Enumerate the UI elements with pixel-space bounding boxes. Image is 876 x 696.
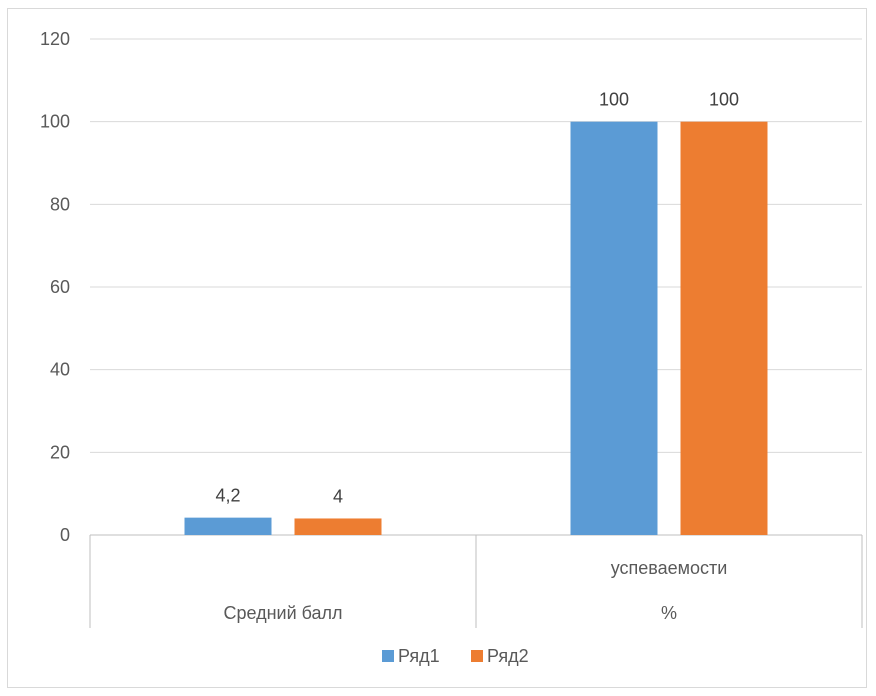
y-tick-label: 40 <box>50 360 70 380</box>
legend-swatch <box>382 650 394 662</box>
bar-Ряд2-0 <box>294 518 382 535</box>
y-tick-label: 0 <box>60 525 70 545</box>
data-label: 4 <box>333 486 343 506</box>
legend-label: Ряд2 <box>487 646 529 666</box>
legend-swatch <box>471 650 483 662</box>
category-label: Средний балл <box>223 603 342 623</box>
data-labels: 4,2 100 4 100 <box>215 90 739 507</box>
x-axis: Средний балл успеваемости% <box>89 535 863 628</box>
category-label: успеваемости <box>611 558 728 578</box>
data-label: 100 <box>709 90 739 110</box>
bar-Ряд1-0 <box>184 517 272 535</box>
y-tick-label: 20 <box>50 442 70 462</box>
legend: Ряд1 Ряд2 <box>382 646 529 666</box>
category-label: % <box>661 603 677 623</box>
y-tick-label: 80 <box>50 194 70 214</box>
bar-Ряд2-1 <box>680 121 768 536</box>
y-tick-label: 60 <box>50 277 70 297</box>
y-tick-label: 100 <box>40 112 70 132</box>
bar-Ряд1-1 <box>570 121 658 536</box>
y-tick-label: 120 <box>40 29 70 49</box>
y-axis-ticks: 0 20 40 60 80 100 120 <box>40 29 70 545</box>
data-label: 4,2 <box>215 486 240 506</box>
data-label: 100 <box>599 90 629 110</box>
bars <box>184 121 768 536</box>
legend-label: Ряд1 <box>398 646 440 666</box>
